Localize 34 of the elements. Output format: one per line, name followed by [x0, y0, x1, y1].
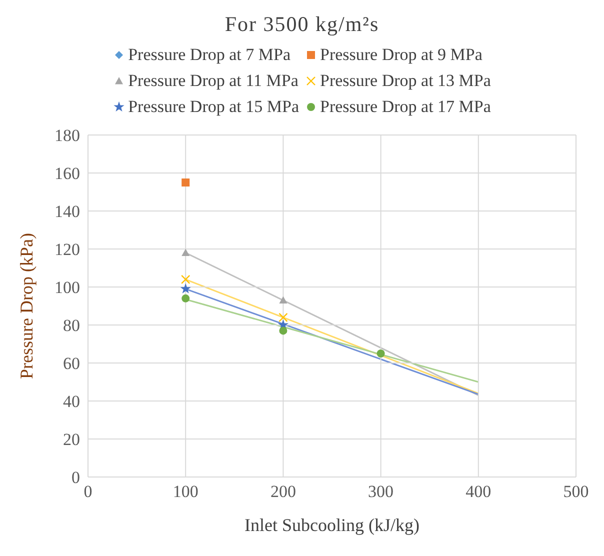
- point: [182, 294, 190, 302]
- point: [279, 296, 288, 304]
- y-tick-label: 0: [72, 468, 80, 488]
- y-tick-label: 20: [63, 430, 80, 450]
- x-axis-title: Inlet Subcooling (kJ/kg): [244, 515, 420, 535]
- point: [182, 178, 190, 186]
- legend-label: Pressure Drop at 9 MPa: [320, 45, 482, 65]
- legend-label: Pressure Drop at 15 MPa: [128, 97, 299, 117]
- point: [182, 248, 190, 256]
- x-tick-label: 0: [84, 482, 92, 502]
- y-tick-label: 180: [54, 126, 80, 146]
- x-tick-label: 100: [172, 482, 198, 502]
- point: [181, 274, 190, 284]
- x-tick-label: 200: [270, 482, 296, 502]
- y-axis-title: Pressure Drop (kPa): [16, 233, 36, 379]
- point: [180, 283, 191, 294]
- legend-label: Pressure Drop at 17 MPa: [320, 97, 491, 117]
- y-tick-label: 60: [63, 354, 80, 374]
- x-tick-label: 500: [563, 482, 589, 502]
- y-tick-label: 120: [54, 240, 80, 260]
- y-tick-label: 40: [63, 392, 80, 412]
- x-tick-label: 400: [466, 482, 492, 502]
- y-tick-label: 140: [54, 202, 80, 222]
- chart-title: For 3500 kg/m²s: [224, 11, 380, 37]
- point: [279, 326, 288, 335]
- x-tick-label: 300: [368, 482, 394, 502]
- y-tick-label: 160: [54, 164, 80, 184]
- y-tick-label: 100: [54, 278, 80, 298]
- y-tick-label: 80: [63, 316, 80, 336]
- point: [376, 350, 385, 358]
- legend-label: Pressure Drop at 11 MPa: [128, 71, 298, 91]
- legend-label: Pressure Drop at 13 MPa: [320, 71, 491, 91]
- point: [278, 312, 288, 322]
- legend-label: Pressure Drop at 7 MPa: [128, 45, 290, 65]
